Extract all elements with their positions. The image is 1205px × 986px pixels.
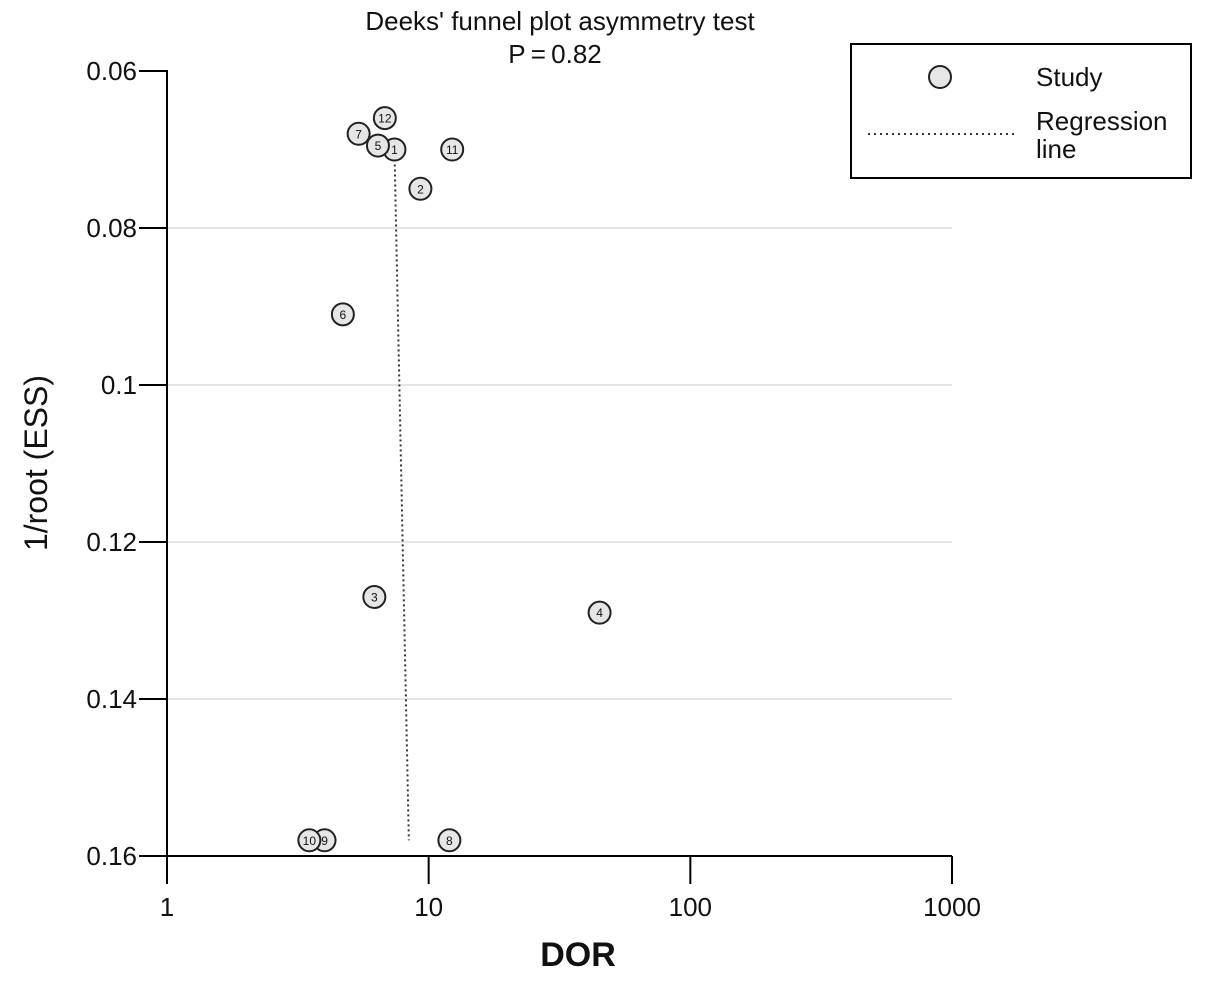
legend: Study Regression line	[850, 43, 1192, 179]
x-tick-label: 1	[160, 892, 174, 922]
x-axis-title: DOR	[540, 936, 616, 974]
study-point-label: 8	[446, 834, 453, 848]
x-axis-ticks: 1 10 100 1000	[160, 856, 981, 922]
regression-line	[393, 149, 410, 841]
study-point-label: 9	[321, 834, 328, 848]
study-point-label: 10	[303, 834, 317, 848]
study-point-label: 5	[375, 139, 382, 153]
chart-subtitle: P = 0.82	[508, 39, 602, 69]
y-tick-label: 0.14	[86, 684, 137, 714]
study-point-marker	[365, 133, 390, 158]
gridlines	[167, 227, 952, 700]
study-point-label: 2	[417, 182, 424, 196]
y-tick-label: 0.06	[86, 56, 137, 86]
study-point-label: 3	[371, 590, 378, 604]
x-tick-label: 100	[669, 892, 712, 922]
study-point-label: 11	[446, 143, 459, 157]
study-point-3: 3	[362, 584, 387, 609]
legend-study-marker	[928, 65, 952, 89]
study-point-marker	[587, 600, 612, 625]
x-tick-label: 10	[414, 892, 443, 922]
y-tick-label: 0.08	[86, 213, 137, 243]
study-point-5: 5	[365, 133, 390, 158]
study-point-11: 11	[440, 137, 465, 162]
study-point-label: 7	[355, 127, 362, 141]
study-point-label: 1	[391, 143, 398, 157]
study-point-marker	[440, 137, 465, 162]
study-point-marker	[362, 584, 387, 609]
study-point-label: 12	[378, 112, 392, 126]
y-axis-ticks: 0.06 0.08 0.1 0.12 0.14 0.16	[86, 56, 167, 871]
study-point-label: 6	[340, 308, 347, 322]
study-point-2: 2	[408, 176, 433, 201]
study-point-10: 10	[297, 828, 322, 853]
study-point-12: 12	[372, 106, 397, 131]
study-point-marker	[297, 828, 322, 853]
study-point-marker	[330, 302, 355, 327]
y-tick-label: 0.16	[86, 841, 137, 871]
study-point-marker	[346, 121, 371, 146]
study-point-label: 4	[596, 606, 603, 620]
y-tick-label: 0.12	[86, 527, 137, 557]
study-point-marker	[437, 828, 462, 853]
y-axis-title: 1/root (ESS)	[18, 375, 54, 551]
study-point-marker	[408, 176, 433, 201]
study-point-7: 7	[346, 121, 371, 146]
legend-box	[850, 43, 1192, 179]
x-tick-label: 1000	[923, 892, 981, 922]
legend-regression-label-line2: line	[1036, 134, 1076, 164]
study-point-6: 6	[330, 302, 355, 327]
study-point-marker	[372, 106, 397, 131]
legend-regression-label-line1: Regression	[1036, 106, 1168, 136]
chart-title: Deeks' funnel plot asymmetry test	[365, 6, 755, 36]
legend-study-label: Study	[1036, 62, 1103, 92]
y-tick-label: 0.1	[101, 370, 137, 400]
study-point-8: 8	[437, 828, 462, 853]
study-point-4: 4	[587, 600, 612, 625]
